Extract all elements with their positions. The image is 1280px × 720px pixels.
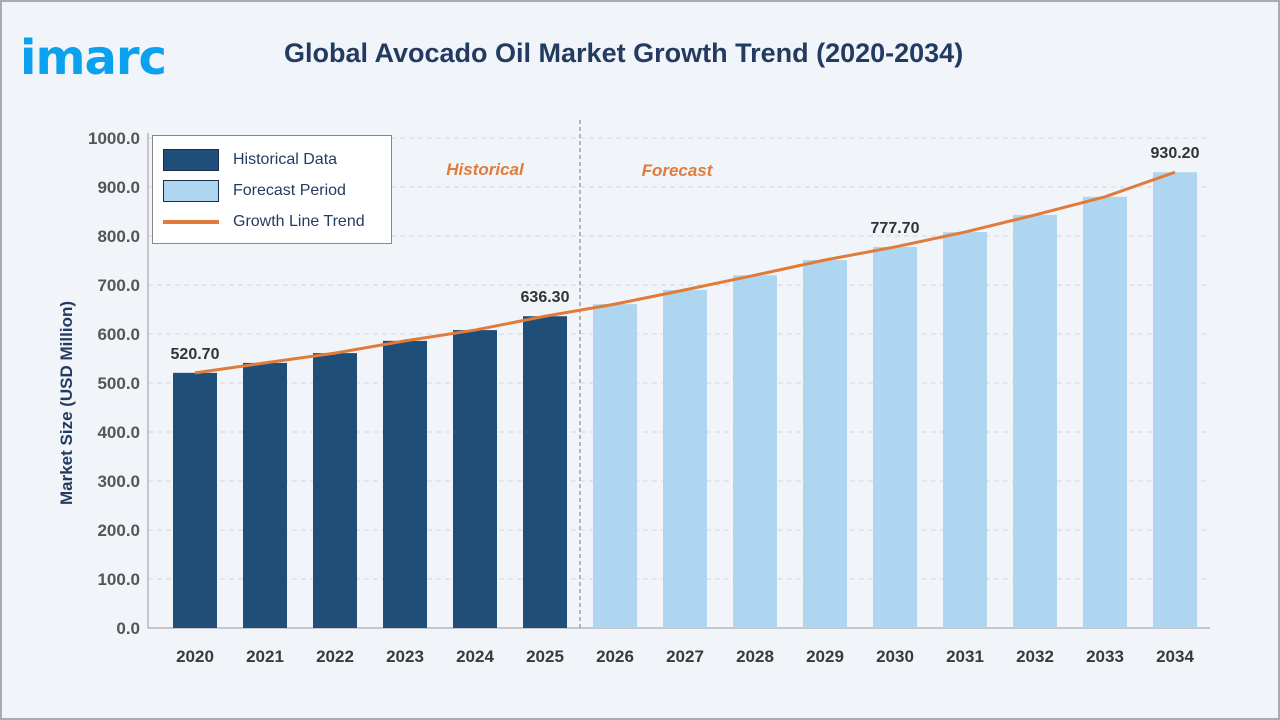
legend-swatch-historical (163, 149, 219, 171)
legend-historical: Historical Data (163, 148, 337, 172)
x-tick-label: 2024 (456, 647, 494, 666)
forecast-label: Forecast (642, 161, 714, 180)
y-tick-label: 300.0 (97, 472, 140, 491)
x-tick-label: 2027 (666, 647, 704, 666)
x-tick-label: 2028 (736, 647, 774, 666)
y-tick-label: 400.0 (97, 423, 140, 442)
y-tick-label: 700.0 (97, 276, 140, 295)
y-tick-label: 600.0 (97, 325, 140, 344)
legend: Historical Data Forecast Period Growth L… (152, 135, 392, 244)
bar-2022 (313, 353, 357, 628)
legend-label: Historical Data (233, 151, 338, 168)
bar-2028 (733, 275, 777, 628)
bar-2026 (593, 304, 637, 628)
x-tick-label: 2020 (176, 647, 214, 666)
x-tick-label: 2026 (596, 647, 634, 666)
bar-2020 (173, 372, 217, 628)
x-tick-label: 2034 (1156, 647, 1194, 666)
legend-label: Forecast Period (233, 182, 346, 199)
legend-trend: Growth Line Trend (163, 210, 365, 234)
legend-forecast: Forecast Period (163, 179, 346, 203)
y-tick-label: 0.0 (116, 619, 140, 638)
legend-swatch-forecast (163, 180, 219, 202)
data-label: 930.20 (1151, 145, 1200, 162)
x-tick-label: 2029 (806, 647, 844, 666)
chart-title: Global Avocado Oil Market Growth Trend (… (284, 38, 964, 68)
bar-2024 (453, 330, 497, 628)
y-tick-label: 900.0 (97, 178, 140, 197)
x-tick-label: 2031 (946, 647, 984, 666)
bar-2021 (243, 362, 287, 628)
data-label: 520.70 (171, 346, 220, 363)
bar-2023 (383, 340, 427, 628)
data-label: 636.30 (521, 289, 570, 306)
legend-swatch-trend (163, 220, 219, 224)
imarc-logo: imarc (20, 30, 167, 86)
growth-trend-line (194, 170, 1176, 375)
x-tick-label: 2022 (316, 647, 354, 666)
x-tick-label: 2030 (876, 647, 914, 666)
data-label: 777.70 (871, 220, 920, 237)
bar-2027 (663, 289, 707, 628)
historical-label: Historical (446, 160, 525, 179)
bar-2029 (803, 260, 847, 628)
y-tick-label: 200.0 (97, 521, 140, 540)
bar-2032 (1013, 214, 1057, 628)
bar-2031 (943, 232, 987, 628)
x-tick-label: 2021 (246, 647, 284, 666)
y-axis-label: Market Size (USD Million) (57, 301, 76, 505)
x-tick-label: 2033 (1086, 647, 1124, 666)
legend-label: Growth Line Trend (233, 213, 365, 230)
x-tick-label: 2023 (386, 647, 424, 666)
x-tick-label: 2025 (526, 647, 564, 666)
bar-2033 (1083, 196, 1127, 629)
x-tick-label: 2032 (1016, 647, 1054, 666)
bar-2034 (1153, 172, 1197, 628)
y-tick-label: 800.0 (97, 227, 140, 246)
y-tick-label: 1000.0 (88, 129, 140, 148)
bar-2030 (873, 246, 917, 628)
y-tick-label: 100.0 (97, 570, 140, 589)
bar-2025 (523, 316, 567, 628)
y-tick-label: 500.0 (97, 374, 140, 393)
